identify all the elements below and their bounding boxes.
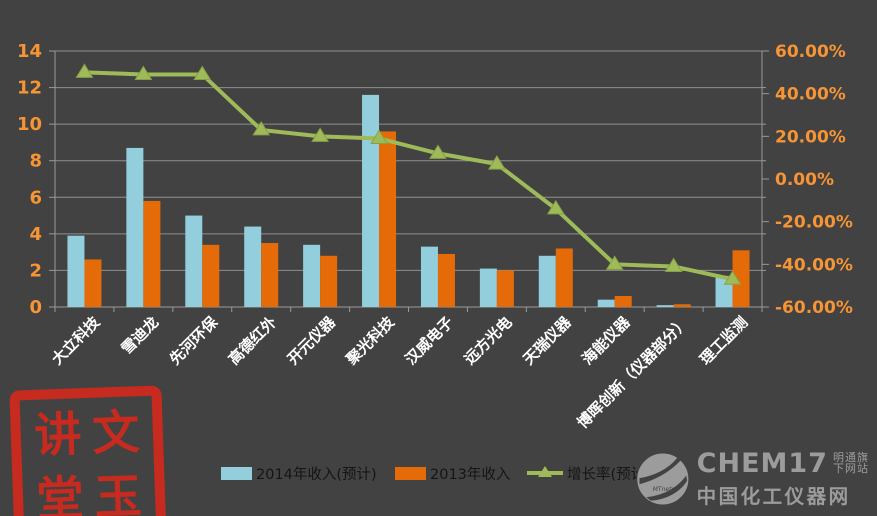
growth-marker <box>723 270 742 285</box>
bar-2014 <box>185 215 203 307</box>
bar-2013 <box>555 248 573 307</box>
category-label: 远方光电 <box>461 313 516 368</box>
left-axis-label: 12 <box>17 78 42 99</box>
bar-2014 <box>420 246 438 307</box>
legend-item-growth: 增长率(预计) <box>527 461 651 485</box>
bar-2013 <box>496 270 514 307</box>
category-label: 汉威电子 <box>402 313 457 368</box>
bar-2014 <box>126 147 144 307</box>
seal-char-2: 文 <box>91 404 141 462</box>
combo-chart: 0 2 4 6 8 10 12 14 60.00% 40.00% 20.00% 0.00% -20.00… <box>17 41 853 432</box>
growth-marker <box>134 65 153 80</box>
legend-label-2013: 2013年收入 <box>430 466 511 483</box>
logo-tagline-text: 明通旗下网站 <box>832 450 869 475</box>
left-axis-label: 10 <box>17 114 42 135</box>
right-axis-label: 20.00% <box>775 127 846 147</box>
right-axis-label: -20.00% <box>775 213 853 233</box>
legend-label-growth: 增长率(预计) <box>567 466 651 483</box>
bar-2014 <box>303 244 321 307</box>
left-axis-label: 14 <box>17 41 42 62</box>
bar-2013 <box>614 296 632 307</box>
category-label: 博晖创新（仪器部分） <box>574 313 693 432</box>
legend-label-2014: 2014年收入(预计) <box>256 466 377 483</box>
bar-2013 <box>379 131 397 307</box>
category-label: 大立科技 <box>48 312 104 368</box>
bar-2014 <box>597 299 615 307</box>
category-label: 天瑞仪器 <box>519 312 575 368</box>
bar-2014 <box>479 268 497 307</box>
chart-legend: 2014年收入(预计) 2013年收入 增长率(预计) <box>0 461 877 485</box>
category-label: 先河环保 <box>166 312 222 368</box>
growth-line <box>84 70 733 282</box>
seal-char-1: 讲 <box>33 406 83 464</box>
legend-swatch-2013 <box>395 466 426 480</box>
globe-mtnets-text: MTnets <box>653 485 676 493</box>
bar-2014 <box>656 305 674 307</box>
bar-2014 <box>538 255 556 307</box>
logo-brand-text: CHEM17 <box>696 447 828 479</box>
chem17-globe-icon: MTnets <box>636 452 690 506</box>
category-label: 高德红外 <box>225 313 280 368</box>
growth-marker <box>664 257 683 272</box>
bar-2013 <box>261 243 279 307</box>
bar-2013 <box>732 250 750 307</box>
right-axis-label: -40.00% <box>775 255 853 275</box>
growth-marker <box>605 255 624 270</box>
legend-item-2014: 2014年收入(预计) <box>221 461 377 485</box>
bar-2013 <box>143 200 161 307</box>
growth-marker <box>252 120 271 136</box>
left-axis-label: 2 <box>29 260 42 281</box>
seal-char-4: 玉 <box>93 468 143 516</box>
bar-2013 <box>673 304 691 307</box>
bar-2013 <box>437 253 455 307</box>
category-label: 开元仪器 <box>284 312 340 368</box>
right-axis-label: 40.00% <box>775 85 846 105</box>
bar-2013 <box>202 244 220 307</box>
logo-sitename-text: 中国化工仪器网 <box>696 484 851 508</box>
left-axis-label: 6 <box>29 187 42 208</box>
growth-marker <box>75 63 94 78</box>
left-axis-label: 0 <box>29 297 42 318</box>
bar-2014 <box>67 235 85 307</box>
legend-line-marker-icon <box>527 466 563 477</box>
right-axis-label: 0.00% <box>775 170 834 190</box>
growth-marker <box>311 127 330 142</box>
category-label: 雪迪龙 <box>118 313 163 358</box>
chem17-logo: MTnets CHEM17 明通旗下网站 中国化工仪器网 <box>636 448 877 510</box>
growth-marker <box>193 65 212 80</box>
left-axis-label: 4 <box>29 224 42 245</box>
seal-char-3: 堂 <box>35 470 85 516</box>
left-axis-label: 8 <box>29 151 42 172</box>
growth-marker <box>429 144 447 159</box>
growth-marker <box>546 199 565 215</box>
category-label: 理工监测 <box>696 313 751 368</box>
right-axis-label: 60.00% <box>775 42 846 62</box>
growth-marker <box>487 155 506 170</box>
bar-2014 <box>244 226 262 307</box>
legend-swatch-2014 <box>221 466 252 480</box>
category-label: 海能仪器 <box>578 312 634 368</box>
growth-marker <box>370 129 388 144</box>
seal-stamp: 讲 文 堂 玉 <box>9 385 167 516</box>
legend-item-2013: 2013年收入 <box>395 461 510 485</box>
right-axis-label: -60.00% <box>775 298 853 318</box>
bar-2013 <box>84 259 102 307</box>
bar-2013 <box>320 255 338 307</box>
bar-2014 <box>362 94 380 307</box>
category-label: 聚光科技 <box>342 312 399 369</box>
